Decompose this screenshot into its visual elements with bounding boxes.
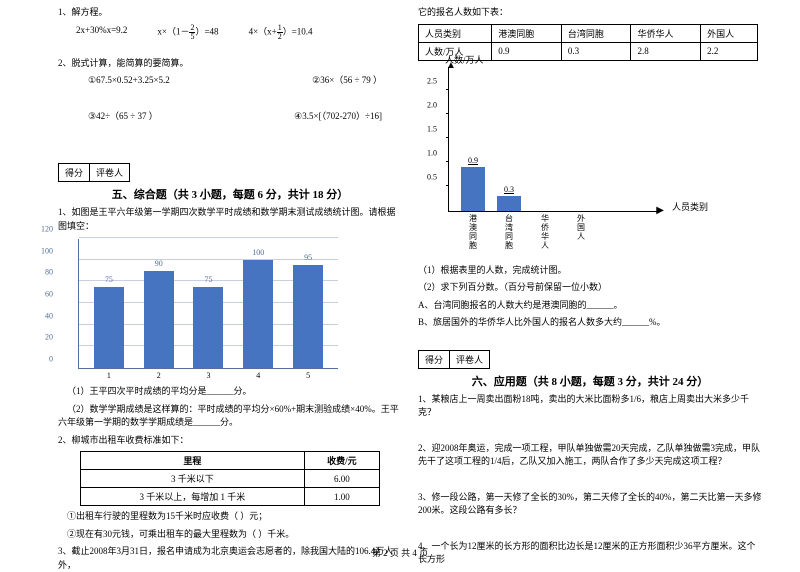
section-5-title: 五、综合题（共 3 小题，每题 6 分，共计 18 分）	[58, 186, 402, 202]
bar-group: 90	[144, 271, 174, 369]
intro: 它的报名人数如下表：	[418, 6, 762, 20]
table-row: 里程 收费/元	[81, 452, 380, 470]
eq-1b: x×（1－25）=48	[157, 24, 218, 41]
y-tick: 20	[45, 333, 53, 342]
x-label: 3	[193, 371, 223, 380]
x-category: 台 湾 同 胞	[497, 215, 521, 250]
chart1-bars: 75907510095	[79, 239, 338, 368]
bar-value: 0.9	[461, 156, 485, 165]
app-q1: 1、某粮店上一周卖出面粉18吨，卖出的大米比面粉多1/6，粮店上周卖出大米多少千…	[418, 393, 762, 420]
taxi-table: 里程 收费/元 3 千米以下 6.00 3 千米以上，每增加 1 千米 1.00	[80, 451, 380, 506]
page-footer: 第 2 页 共 4 页	[0, 546, 800, 559]
calc-3: ③42÷（65 ÷ 37 ）	[88, 110, 158, 124]
calc-row-1: ①67.5×0.52+3.25×5.2 ②36×（56 ÷ 79 ）	[58, 74, 402, 88]
y-tick: 100	[41, 246, 53, 255]
y-tick: 2.0	[427, 100, 437, 109]
bar-value: 75	[193, 275, 223, 284]
section-6-title: 六、应用题（共 8 小题，每题 3 分，共计 24 分）	[418, 373, 762, 389]
app-q2: 2、迎2008年奥运，完成一项工程，甲队单独做需20天完成，乙队单独做需3完成，…	[418, 442, 762, 469]
y-tick: 2.5	[427, 76, 437, 85]
calc-row-2: ③42÷（65 ÷ 37 ） ④3.5×[（702-270）÷16]	[58, 110, 402, 124]
bar-group: 75	[94, 287, 124, 368]
score-row-5: 得分 评卷人	[58, 163, 402, 182]
x-category: 外 国 人	[569, 215, 593, 250]
score-label: 得分	[58, 163, 90, 182]
chart2-bars: 0.9 0.3	[449, 67, 658, 211]
bar-value: 75	[94, 275, 124, 284]
q1-title: 1、解方程。	[58, 6, 402, 20]
eq-1c: 4×（x+12）=10.4	[249, 24, 313, 41]
bar: 90	[144, 271, 174, 369]
y-tick: 0	[49, 355, 53, 364]
q2-title: 2、脱式计算，能简算的要简算。	[58, 57, 402, 71]
chart-1: 020406080100120 75907510095 12345	[78, 239, 338, 369]
taxi-h1: 里程	[81, 452, 305, 470]
chart-2: ▲ ▶ 人数/万人 人员类别 0.51.01.52.02.5 0.90.3 港 …	[448, 67, 658, 212]
bar: 0.9	[461, 167, 485, 211]
x-label: 5	[293, 371, 323, 380]
bar-value: 95	[293, 253, 323, 262]
calc-1: ①67.5×0.52+3.25×5.2	[88, 74, 170, 88]
grid-line	[79, 237, 338, 238]
bar-group: 100	[243, 260, 273, 368]
bar-value: 90	[144, 259, 174, 268]
y-tick: 60	[45, 290, 53, 299]
grader-label: 评卷人	[90, 163, 130, 182]
calc-2: ②36×（56 ÷ 79 ）	[312, 74, 382, 88]
chart1-x-labels: 1 2 3 4 5	[79, 371, 338, 380]
table-row: 人员类别 港澳同胞 台湾同胞 华侨华人 外国人	[419, 24, 758, 42]
score-label: 得分	[418, 350, 450, 369]
bar-group: 95	[293, 265, 323, 368]
y-tick: 1.0	[427, 149, 437, 158]
eq-1a: 2x+30%x=9.2	[76, 24, 127, 41]
s5-q1-1: （1）王平四次平时成绩的平均分是______分。	[58, 385, 402, 399]
grader-label: 评卷人	[450, 350, 490, 369]
y-tick: 1.5	[427, 125, 437, 134]
r2b: B、旅居国外的华侨华人比外国人的报名人数多大约______%。	[418, 316, 762, 330]
page-container: 1、解方程。 2x+30%x=9.2 x×（1－25）=48 4×（x+12）=…	[0, 0, 800, 547]
score-row-6: 得分 评卷人	[418, 350, 762, 369]
s5-q2-1: ①出租车行驶的里程数为15千米时应收费（ ）元；	[58, 510, 402, 524]
bar-value: 0.3	[497, 185, 521, 194]
y-tick: 0.5	[427, 173, 437, 182]
taxi-h2: 收费/元	[304, 452, 379, 470]
r2: （2）求下列百分数。（百分号前保留一位小数）	[418, 281, 762, 295]
right-column: 它的报名人数如下表： 人员类别 港澳同胞 台湾同胞 华侨华人 外国人 人数/万人…	[410, 2, 770, 547]
bar: 75	[94, 287, 124, 368]
chart2-y-label: 人数/万人	[445, 53, 484, 66]
equation-row-1: 2x+30%x=9.2 x×（1－25）=48 4×（x+12）=10.4	[76, 24, 402, 41]
y-tick: 80	[45, 268, 53, 277]
table-row: 3 千米以上，每增加 1 千米 1.00	[81, 488, 380, 506]
s5-q1-2: （2）数学学期成绩是这样算的：平时成绩的平均分×60%+期末测验成绩×40%。王…	[58, 403, 402, 430]
x-label: 1	[94, 371, 124, 380]
x-label: 4	[243, 371, 273, 380]
x-category: 港 澳 同 胞	[461, 215, 485, 250]
bar-value: 100	[243, 248, 273, 257]
x-label: 2	[144, 371, 174, 380]
app-q3: 3、修一段公路，第一天修了全长的30%，第二天修了全长的40%，第二天比第一天多…	[418, 491, 762, 518]
bar: 75	[193, 287, 223, 368]
r1: （1）根据表里的人数，完成统计图。	[418, 264, 762, 278]
bar: 100	[243, 260, 273, 368]
table-row: 3 千米以下 6.00	[81, 470, 380, 488]
s5-q2: 2、柳城市出租车收费标准如下：	[58, 434, 402, 448]
bar: 0.3	[497, 196, 521, 211]
left-column: 1、解方程。 2x+30%x=9.2 x×（1－25）=48 4×（x+12）=…	[50, 2, 410, 547]
r2a: A、台湾同胞报名的人数大约是港澳同胞的______。	[418, 299, 762, 313]
y-tick: 120	[41, 225, 53, 234]
bar: 95	[293, 265, 323, 368]
chart2-x-label: 人员类别	[672, 200, 708, 213]
x-category: 华 侨 华 人	[533, 215, 557, 250]
bar-group: 75	[193, 287, 223, 368]
y-tick: 40	[45, 311, 53, 320]
s5-q1: 1、如图是王平六年级第一学期四次数学平时成绩和数学期末测试成绩统计图。请根据图填…	[58, 206, 402, 233]
s5-q2-2: ②现在有30元钱，可乘出租车的最大里程数为（ ）千米。	[58, 528, 402, 542]
calc-4: ④3.5×[（702-270）÷16]	[294, 110, 382, 124]
chart2-x-labels: 港 澳 同 胞台 湾 同 胞华 侨 华 人外 国 人	[449, 215, 593, 250]
